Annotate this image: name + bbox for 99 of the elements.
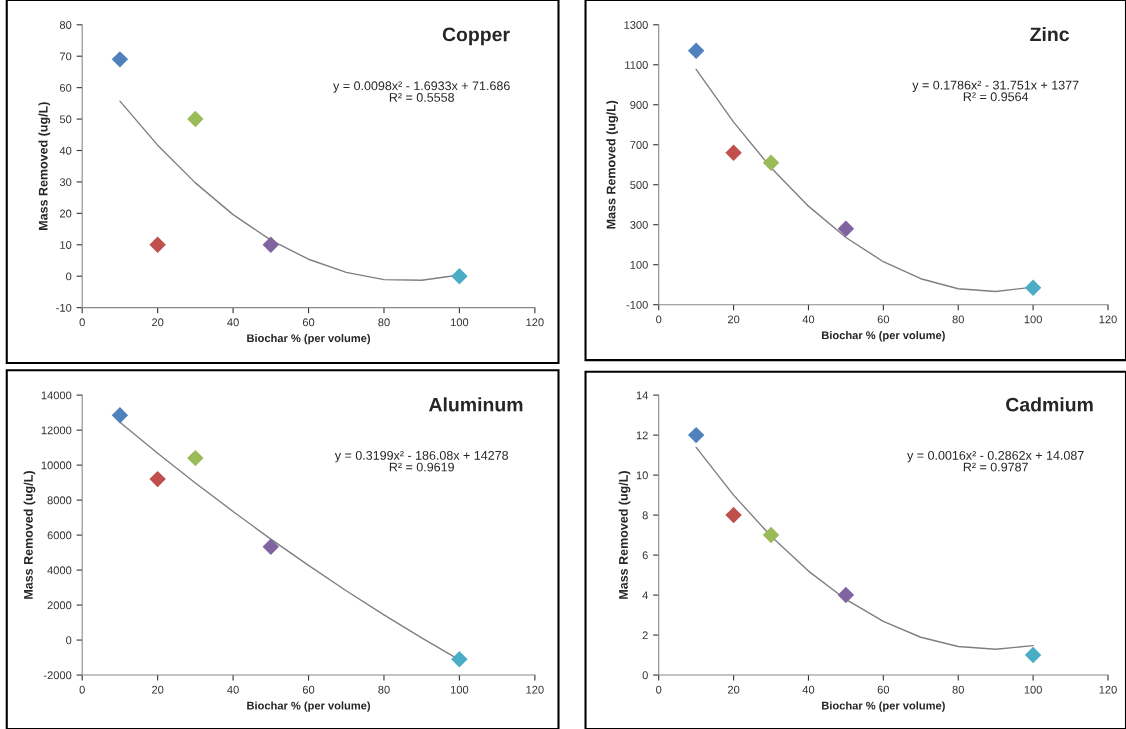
point xyxy=(762,154,780,171)
y-tick-label: 14000 xyxy=(41,391,72,400)
point xyxy=(187,449,204,467)
point xyxy=(111,51,129,68)
y-tick-label: 500 xyxy=(630,181,648,189)
y-tick-label: 1300 xyxy=(624,21,648,29)
y-tick-label: 6 xyxy=(642,551,648,560)
point xyxy=(187,110,204,128)
y-tick-label: 20 xyxy=(59,209,72,218)
y-tick-label: 900 xyxy=(630,101,648,109)
y-tick-label: 0 xyxy=(642,671,648,680)
x-tick-label: 120 xyxy=(526,685,544,694)
y-tick-label: 80 xyxy=(59,21,72,29)
x-tick-label: 100 xyxy=(450,685,469,694)
x-tick-label: 40 xyxy=(802,685,815,694)
y-tick-label: 8000 xyxy=(47,496,72,505)
y-tick-label: 6000 xyxy=(47,531,72,540)
y-tick-label: 10000 xyxy=(41,461,72,470)
x-tick-label: 40 xyxy=(227,685,239,694)
x-tick-label: 120 xyxy=(526,318,544,327)
chart-title: Zinc xyxy=(1030,26,1069,42)
x-tick-label: 20 xyxy=(152,318,164,327)
point xyxy=(687,426,705,444)
point xyxy=(149,236,166,253)
y-tick-label: -2000 xyxy=(43,671,72,680)
y-tick-label: 700 xyxy=(630,141,648,149)
y-tick-label: 12000 xyxy=(41,426,72,435)
x-tick-label: 40 xyxy=(227,318,239,327)
point xyxy=(725,506,742,524)
point xyxy=(1024,646,1042,664)
chart-title: Aluminum xyxy=(428,397,523,412)
x-tick-label: 20 xyxy=(727,315,740,324)
y-tick-label: 50 xyxy=(59,115,72,124)
x-axis-title: Biochar % (per volume) xyxy=(247,333,371,345)
x-tick-label: 60 xyxy=(877,685,890,694)
annotation: y = 0.3199x² - 186.08x + 14278 R² = 0.9619 xyxy=(334,450,509,472)
point xyxy=(149,470,166,488)
x-tick-label: 80 xyxy=(952,685,964,694)
x-tick-label: 60 xyxy=(302,685,315,694)
y-axis-title: Mass Removed (ug/L) xyxy=(23,471,36,599)
x-tick-label: 120 xyxy=(1099,315,1117,324)
y-tick-label: 10 xyxy=(636,471,648,480)
y-tick-label: 1100 xyxy=(625,61,648,69)
y-tick-label: 4 xyxy=(642,591,648,600)
y-tick-label: 300 xyxy=(630,221,648,229)
y-tick-label: 2000 xyxy=(47,601,72,610)
point xyxy=(837,586,855,604)
y-tick-label: 2 xyxy=(642,631,648,640)
x-axis-title: Biochar % (per volume) xyxy=(822,331,945,342)
chart-title: Cadmium xyxy=(1006,397,1093,412)
point xyxy=(451,651,468,668)
y-tick-label: 40 xyxy=(59,146,72,155)
x-tick-label: 0 xyxy=(79,318,85,327)
y-tick-label: 10 xyxy=(60,241,72,249)
y-tick-label: 0 xyxy=(66,636,72,645)
point xyxy=(262,538,280,556)
point xyxy=(111,407,129,424)
y-tick-label: 14 xyxy=(636,391,648,400)
point xyxy=(262,236,280,253)
y-tick-label: 4000 xyxy=(47,566,72,575)
x-tick-label: 60 xyxy=(877,315,890,324)
x-axis-title: Biochar % (per volume) xyxy=(822,701,945,712)
chart-title: Copper xyxy=(442,27,510,46)
y-tick-label: 30 xyxy=(59,178,72,187)
x-tick-label: 80 xyxy=(378,685,390,694)
point xyxy=(837,220,855,237)
x-tick-label: 60 xyxy=(302,318,315,327)
x-tick-label: 120 xyxy=(1099,685,1117,694)
y-axis-title: Mass Removed (ug/L) xyxy=(38,102,51,230)
point xyxy=(451,267,468,285)
x-tick-label: 100 xyxy=(1024,315,1042,324)
y-tick-label: 0 xyxy=(66,272,72,281)
x-axis-title: Biochar % (per volume) xyxy=(247,701,371,712)
x-tick-label: 0 xyxy=(656,685,662,694)
annotation: y = 0.0016x² - 0.2862x + 14.087 R² = 0.9787 xyxy=(907,450,1084,472)
x-tick-label: 80 xyxy=(378,318,390,327)
y-axis-title: Mass Removed (ug/L) xyxy=(618,471,631,599)
y-tick-label: 8 xyxy=(642,511,648,520)
annotation: y = 0.1786x² - 31.751x + 1377 R² = 0.9564 xyxy=(912,80,1079,102)
y-tick-label: 12 xyxy=(636,431,648,440)
x-tick-label: 80 xyxy=(952,315,964,324)
y-tick-label: -100 xyxy=(626,300,648,309)
y-tick-label: 60 xyxy=(59,83,72,92)
annotation: y = 0.0098x² - 1.6933x + 71.686 R² = 0.5558 xyxy=(333,81,510,102)
y-tick-label: -10 xyxy=(56,303,72,312)
x-tick-label: 20 xyxy=(152,685,164,694)
x-tick-label: 20 xyxy=(727,685,740,694)
y-tick-label: 70 xyxy=(59,52,72,61)
x-tick-label: 0 xyxy=(656,315,662,324)
x-tick-label: 40 xyxy=(802,315,815,324)
x-tick-label: 100 xyxy=(1024,685,1042,694)
x-tick-label: 0 xyxy=(79,685,85,694)
point xyxy=(725,144,742,161)
point xyxy=(687,42,705,59)
y-axis-title: Mass Removed (ug/L) xyxy=(606,100,619,229)
point xyxy=(1024,279,1042,296)
y-tick-label: 100 xyxy=(630,261,648,269)
x-tick-label: 100 xyxy=(450,318,469,327)
point xyxy=(762,526,780,544)
